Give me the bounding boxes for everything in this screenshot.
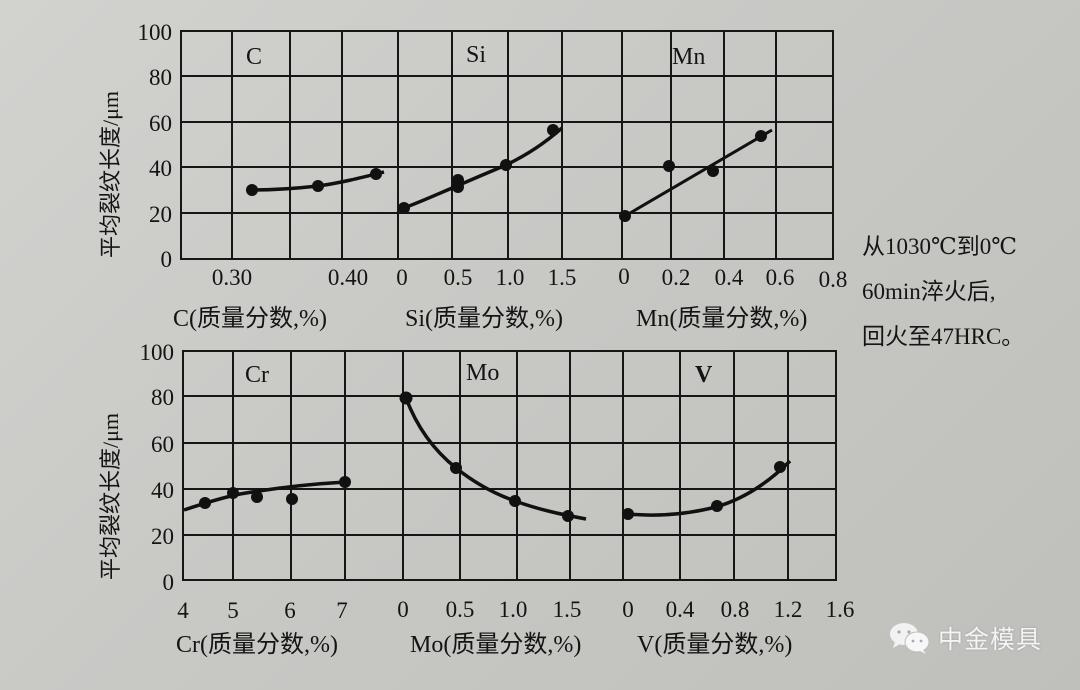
note-line: 60min淬火后, — [862, 279, 996, 304]
ytick: 100 — [140, 340, 175, 365]
xlabel-si: Si(质量分数,%) — [405, 305, 563, 332]
xtick: 7 — [336, 598, 348, 623]
xtick: 0.4 — [715, 265, 744, 290]
xtick: 0 — [618, 264, 630, 289]
xlabel-c: C(质量分数,%) — [173, 305, 327, 332]
xtick: 0.2 — [662, 265, 691, 290]
ytick: 60 — [151, 432, 174, 457]
panel-title-mn: Mn — [672, 44, 705, 70]
xlabel-cr: Cr(质量分数,%) — [176, 631, 338, 658]
ytick: 40 — [149, 156, 172, 181]
xtick: 6 — [284, 598, 296, 623]
series-c — [246, 168, 385, 196]
xlabel-v: V(质量分数,%) — [637, 631, 792, 658]
bottom-grid — [182, 350, 837, 581]
series-mo — [399, 391, 587, 522]
ytick: 20 — [149, 202, 172, 227]
xtick: 0.6 — [766, 265, 795, 290]
xtick: 0 — [397, 597, 409, 622]
xtick: 0.8 — [721, 597, 750, 622]
y-axis-label: 平均裂纹长度/μm — [98, 91, 123, 258]
xtick: 4 — [177, 598, 189, 623]
xtick: 1.0 — [499, 597, 528, 622]
ytick: 0 — [161, 247, 173, 272]
ytick: 40 — [151, 478, 174, 503]
y-axis-label: 平均裂纹长度/μm — [98, 413, 123, 580]
xtick: 1.2 — [774, 597, 803, 622]
ytick: 20 — [151, 524, 174, 549]
xtick: 5 — [227, 598, 239, 623]
panel-title-v: V — [695, 362, 713, 388]
series-mn — [619, 128, 773, 222]
top-grid — [180, 30, 834, 260]
top-chart-row: 100 80 60 40 20 0 平均裂纹长度/μm C Si Mn 0.30… — [98, 20, 847, 332]
xtick: 1.5 — [548, 265, 577, 290]
note-line: 回火至47HRC。 — [862, 324, 1025, 349]
xtick: 0.5 — [444, 265, 473, 290]
ytick: 100 — [138, 20, 173, 45]
xtick: 0 — [396, 265, 408, 290]
series-cr — [183, 476, 351, 512]
xtick: 0.40 — [328, 265, 368, 290]
watermark: 中金模具 — [888, 620, 1042, 656]
xlabel-mn: Mn(质量分数,%) — [636, 305, 807, 332]
treatment-note: 从1030℃到0℃ 60min淬火后, 回火至47HRC。 — [862, 224, 1024, 359]
note-line: 从1030℃到0℃ — [862, 234, 1017, 259]
xtick: 0.8 — [819, 267, 848, 292]
ytick: 80 — [151, 385, 174, 410]
series-si — [398, 124, 564, 214]
watermark-text: 中金模具 — [938, 625, 1043, 654]
xtick: 1.5 — [553, 597, 582, 622]
panel-title-mo: Mo — [466, 360, 499, 386]
xtick: 1.6 — [826, 597, 855, 622]
xtick: 1.0 — [496, 265, 525, 290]
bottom-chart-row: 100 80 60 40 20 0 平均裂纹长度/μm Cr Mo V 4 — [98, 340, 854, 658]
xtick: 0.4 — [666, 597, 695, 622]
xlabel-mo: Mo(质量分数,%) — [410, 631, 581, 658]
panel-title-cr: Cr — [245, 362, 269, 388]
ytick: 80 — [149, 65, 172, 90]
xtick: 0 — [622, 597, 634, 622]
panel-title-si: Si — [466, 42, 486, 68]
series-v — [622, 459, 792, 520]
panel-title-c: C — [246, 44, 262, 70]
xtick: 0.5 — [446, 597, 475, 622]
ytick: 0 — [163, 570, 175, 595]
wechat-icon — [890, 623, 930, 654]
ytick: 60 — [149, 111, 172, 136]
xtick: 0.30 — [212, 265, 252, 290]
